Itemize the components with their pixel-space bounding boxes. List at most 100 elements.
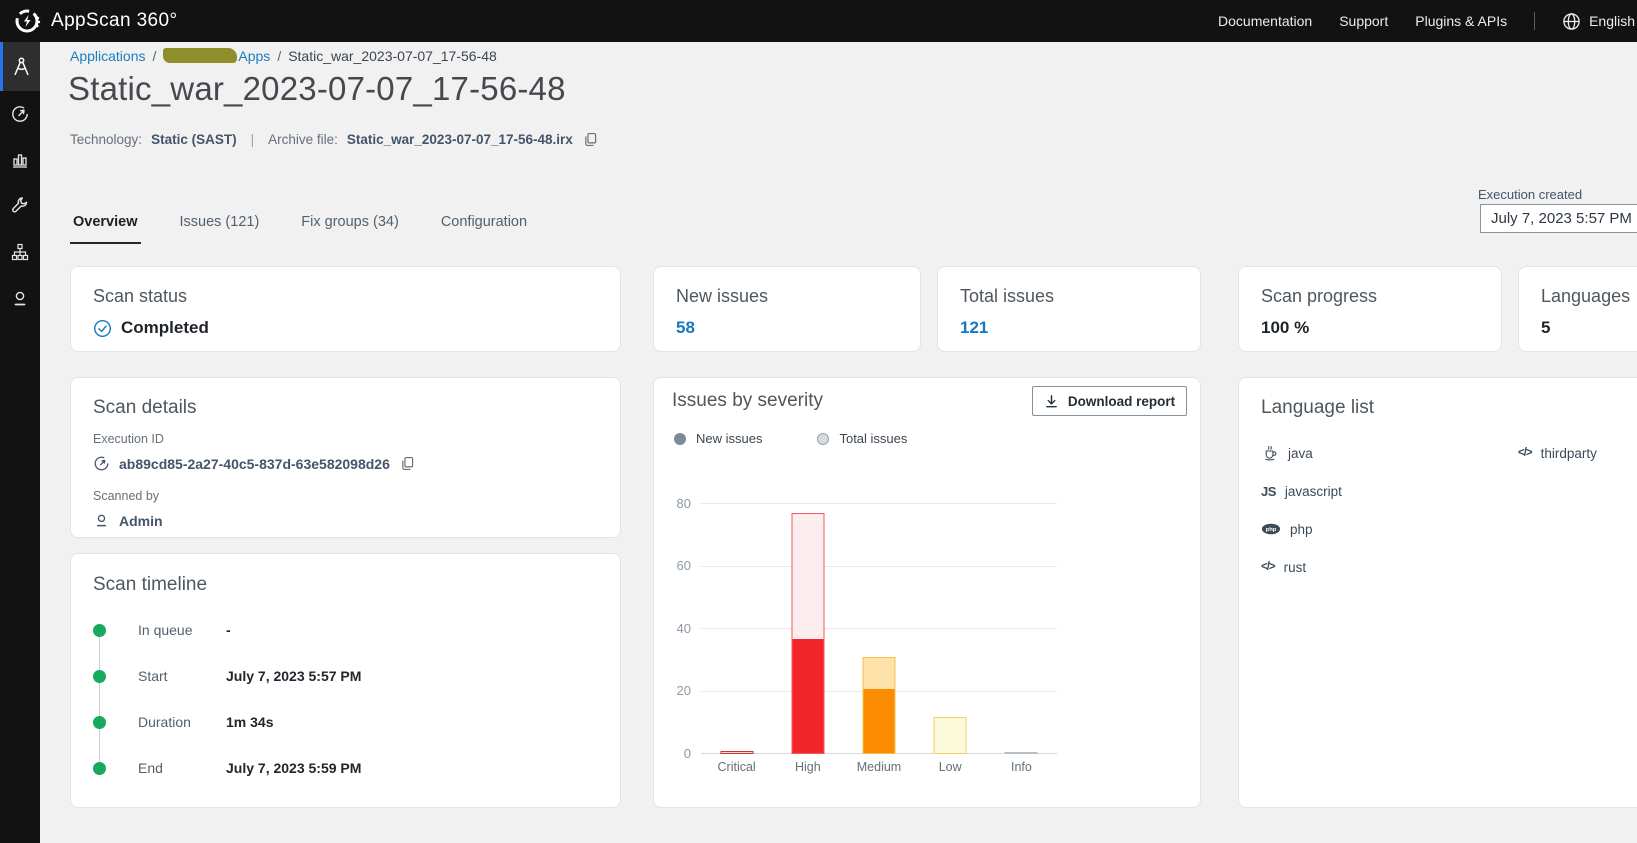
code-icon: </> [1261,561,1276,573]
scanned-by-label: Scanned by [93,489,160,503]
sidebar-item-profile[interactable] [0,275,40,321]
total-issues-value[interactable]: 121 [960,318,989,337]
timeline-connector [99,628,100,768]
nav-plugins-apis[interactable]: Plugins & APIs [1415,13,1508,29]
gauge-scan-icon [12,106,28,122]
appscan-logo-icon [13,7,41,35]
issues-by-severity-title: Issues by severity [672,390,823,411]
sidebar-item-scans[interactable] [0,91,40,137]
js-icon: JS [1261,483,1276,499]
top-header: AppScan 360° Documentation Support Plugi… [0,0,1637,42]
redaction-blob [163,48,238,63]
user-icon [14,291,26,306]
language-item-java: java [1261,443,1518,463]
bar-high [772,504,843,754]
timeline-event-duration: Duration 1m 34s [93,710,598,734]
y-tick-0: 0 [683,746,691,761]
execution-created-value: July 7, 2023 5:57 PM [1491,210,1632,227]
gridline-80 [701,503,1057,504]
archive-file-label: Archive file: [268,132,338,147]
download-report-button[interactable]: Download report [1032,386,1187,416]
language-selector[interactable]: English [1562,12,1635,31]
archive-file-value: Static_war_2023-07-07_17-56-48.irx [346,132,573,147]
download-icon [1045,394,1057,407]
timeline-dot [93,761,106,775]
x-label-info: Info [1010,760,1032,774]
y-tick-40: 40 [676,621,691,636]
language-columns: java JS javascript php php </> [1261,443,1637,595]
scan-progress-value: 100 % [1261,318,1310,337]
execution-created-label: Execution created [1478,187,1583,202]
total-issues-card: Total issues 121 [937,266,1201,352]
total-issues-title: Total issues [960,286,1055,306]
timeline-dot [93,715,106,729]
tab-fix-groups[interactable]: Fix groups (34) [301,214,399,230]
execution-created-select[interactable]: July 7, 2023 5:57 PM [1480,204,1637,233]
bar-chart-plot [701,503,1057,754]
sidebar-item-dashboards[interactable] [0,137,40,183]
x-label-low: Low [938,760,962,774]
scan-timeline-title: Scan timeline [93,574,208,595]
new-issues-card: New issues 58 [653,266,921,352]
execution-id-value: ab89cd85-2a27-40c5-837d-63e582098d26 [119,455,390,472]
scanned-by-row: Admin [93,512,598,529]
languages-card: Languages 5 [1518,266,1637,352]
check-circle-icon [93,319,112,337]
code-icon: </> [1518,447,1533,459]
timeline-event-in-queue: In queue - [93,618,598,642]
y-tick-60: 60 [676,558,691,573]
scan-progress-title: Scan progress [1261,286,1378,306]
nav-documentation[interactable]: Documentation [1218,13,1313,29]
java-icon [1265,446,1277,461]
timeline: In queue - Start July 7, 2023 5:57 PM Du… [93,618,598,780]
user-small-icon [96,514,107,527]
tab-overview[interactable]: Overview [70,206,141,244]
scan-meta-line: Technology: Static (SAST) | Archive file… [70,131,599,148]
main-content: Applications / Apps / Static_war_2023-07… [40,42,1637,843]
timeline-event-end: End July 7, 2023 5:59 PM [93,756,598,780]
new-issues-title: New issues [676,286,769,306]
php-icon: php [1261,523,1281,535]
tab-issues[interactable]: Issues (121) [179,214,260,230]
sidebar-item-applications[interactable] [0,42,40,91]
bar-low [915,504,986,754]
wrench-icon [12,197,28,213]
breadcrumb-separator-2: / [277,48,282,64]
tab-bar: Overview Issues (121) Fix groups (34) Co… [70,206,530,244]
brand-title: AppScan 360° [51,10,178,31]
chart-legend: New issues Total issues [674,431,907,446]
breadcrumb-separator: / [152,48,157,64]
language-item-javascript: JS javascript [1261,483,1342,499]
copy-execution-id-icon[interactable] [399,455,416,472]
language-list-card: Language list java JS javascr [1238,377,1637,808]
technology-label: Technology: [70,132,143,147]
language-item-thirdparty: </> thirdparty [1518,445,1597,461]
x-axis-labels: Critical High Medium Low Info [701,760,1057,774]
bar-info [986,504,1057,754]
sidebar-item-tools[interactable] [0,183,40,229]
gridline-40 [701,628,1057,629]
copy-icon[interactable] [582,131,599,148]
language-item-php: php php [1261,519,1518,539]
breadcrumb-app-group[interactable]: Apps [163,48,270,64]
svg-text:php: php [1266,527,1277,533]
technology-value: Static (SAST) [151,132,237,147]
timeline-dot [93,669,106,683]
breadcrumb: Applications / Apps / Static_war_2023-07… [70,48,497,64]
language-list-title: Language list [1261,397,1375,418]
breadcrumb-applications[interactable]: Applications [70,48,146,64]
sidebar-item-organization[interactable] [0,229,40,275]
nav-support[interactable]: Support [1339,13,1389,29]
language-column-2: </> thirdparty [1518,443,1637,595]
meta-divider: | [250,132,255,147]
x-label-critical: Critical [717,760,756,774]
x-label-medium: Medium [856,760,902,774]
gridline-60 [701,565,1057,567]
tab-configuration[interactable]: Configuration [440,214,528,230]
execution-id-label: Execution ID [93,432,164,446]
new-issues-value[interactable]: 58 [676,318,695,337]
bar-chart-icon [13,154,27,168]
timeline-dot [93,623,106,637]
bar-medium [843,504,914,754]
